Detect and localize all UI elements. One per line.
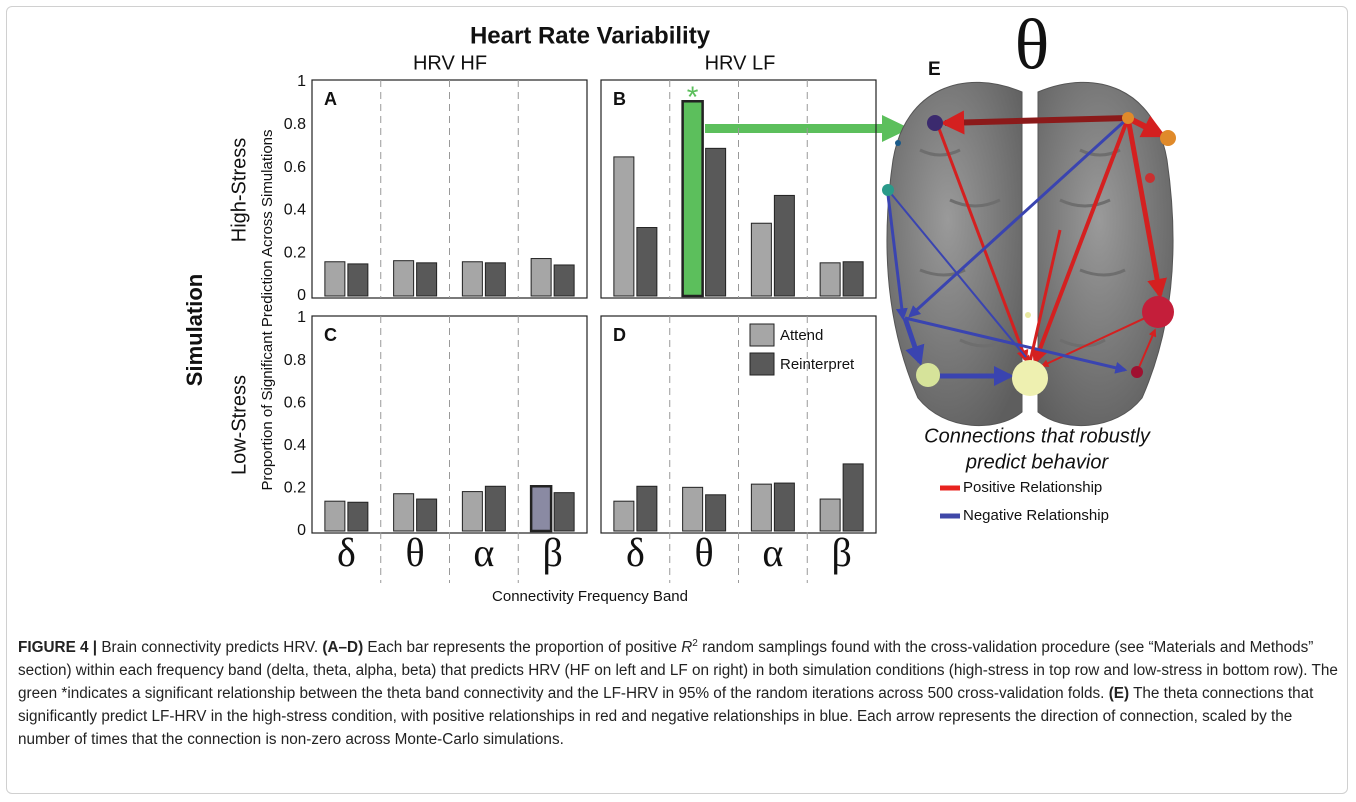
caption-text: (E) bbox=[1108, 685, 1130, 702]
x-tick-label: α bbox=[473, 530, 494, 575]
bar bbox=[393, 493, 415, 532]
caption-text: Brain connectivity predicts HRV. bbox=[101, 639, 323, 656]
bar bbox=[347, 501, 369, 532]
panel-label: A bbox=[324, 89, 337, 109]
caption-text: Each bar represents the proportion of po… bbox=[363, 639, 682, 656]
panel-label: C bbox=[324, 325, 337, 345]
caption: FIGURE 4 | Brain connectivity predicts H… bbox=[18, 636, 1340, 751]
column-title: HRV HF bbox=[413, 52, 487, 74]
bar bbox=[416, 498, 438, 532]
bar bbox=[613, 156, 635, 297]
bar bbox=[636, 485, 658, 532]
caption-text: (A–D) bbox=[322, 639, 364, 656]
bar bbox=[553, 264, 575, 297]
bar bbox=[773, 482, 795, 532]
x-tick-label: β bbox=[542, 530, 562, 575]
caption-text: 2 bbox=[692, 637, 698, 649]
bar bbox=[819, 262, 841, 297]
caption-text: The theta connections that significantly… bbox=[18, 685, 1314, 748]
bar bbox=[529, 485, 553, 533]
y-tick-label: 0.2 bbox=[284, 244, 306, 261]
legend-swatch bbox=[749, 352, 775, 376]
legend-label: Positive Relationship bbox=[963, 479, 1102, 496]
legend-label: Reinterpret bbox=[780, 356, 855, 373]
bar bbox=[681, 100, 704, 298]
panel-subtitle: predict behavior bbox=[965, 451, 1110, 473]
row-group-title: Simulation bbox=[182, 274, 207, 386]
y-tick-label: 0.8 bbox=[284, 116, 306, 133]
panel-label: B bbox=[613, 89, 626, 109]
bar bbox=[636, 227, 658, 297]
bar bbox=[324, 261, 346, 297]
bar bbox=[416, 262, 438, 297]
x-tick-label: α bbox=[762, 530, 783, 575]
x-tick-label: δ bbox=[626, 530, 645, 575]
bar bbox=[613, 500, 635, 532]
bar bbox=[682, 486, 704, 532]
caption-text: R bbox=[681, 639, 693, 656]
brain-legend: Positive Relationship Negative Relationsh… bbox=[940, 479, 1109, 524]
link-arrow-head bbox=[882, 115, 910, 142]
y-axis-label: Proportion of Significant Prediction Acr… bbox=[259, 129, 276, 490]
column-title: HRV LF bbox=[705, 52, 776, 74]
figure-frame bbox=[6, 6, 1348, 794]
band-symbol: θ bbox=[1015, 5, 1050, 85]
bar bbox=[484, 262, 506, 297]
y-tick-label: 0.4 bbox=[284, 202, 306, 219]
y-tick-label: 0.4 bbox=[284, 437, 306, 454]
bar bbox=[819, 498, 841, 532]
y-tick-label: 1 bbox=[297, 73, 306, 90]
bar bbox=[773, 194, 795, 297]
row-title: High-Stress bbox=[228, 138, 250, 242]
figure: Heart Rate Variability HRV HF HRV LF Hig… bbox=[182, 5, 1176, 605]
figure-title: Heart Rate Variability bbox=[470, 22, 711, 49]
x-tick-label: θ bbox=[406, 530, 425, 575]
bar bbox=[705, 147, 727, 297]
x-tick-label: δ bbox=[337, 530, 356, 575]
legend-label: Attend bbox=[780, 327, 823, 344]
row-title: Low-Stress bbox=[228, 375, 250, 475]
bar bbox=[553, 492, 575, 532]
y-tick-label: 0.8 bbox=[284, 352, 306, 369]
y-tick-label: 1 bbox=[297, 309, 306, 326]
y-tick-label: 0.6 bbox=[284, 159, 306, 176]
bar bbox=[750, 483, 772, 532]
caption-text: random samplings found with the cross-va… bbox=[18, 639, 1338, 702]
legend-swatch bbox=[749, 323, 775, 347]
bar bbox=[461, 261, 483, 297]
bar bbox=[842, 463, 864, 532]
y-tick-label: 0 bbox=[297, 287, 306, 304]
legend-label: Negative Relationship bbox=[963, 507, 1109, 524]
bar bbox=[842, 261, 864, 297]
bar bbox=[484, 485, 506, 532]
caption-text: FIGURE 4 | bbox=[18, 639, 102, 656]
bar bbox=[324, 500, 346, 532]
brain bbox=[882, 81, 1176, 427]
x-tick-label: β bbox=[831, 530, 851, 575]
annotation: * bbox=[687, 81, 699, 114]
x-axis-label: Connectivity Frequency Band bbox=[492, 588, 688, 605]
y-tick-label: 0.6 bbox=[284, 394, 306, 411]
bar bbox=[705, 494, 727, 532]
link-arrow bbox=[705, 124, 885, 133]
bar bbox=[530, 258, 552, 297]
bar bbox=[393, 260, 415, 297]
panel-label: D bbox=[613, 325, 626, 345]
bar bbox=[461, 491, 483, 532]
panel-label: E bbox=[928, 59, 941, 80]
x-tick-label: θ bbox=[695, 530, 714, 575]
y-tick-label: 0.2 bbox=[284, 480, 306, 497]
panel-subtitle: Connections that robustly bbox=[924, 425, 1151, 447]
bar bbox=[347, 263, 369, 297]
bar bbox=[750, 222, 772, 297]
y-tick-label: 0 bbox=[297, 522, 306, 539]
